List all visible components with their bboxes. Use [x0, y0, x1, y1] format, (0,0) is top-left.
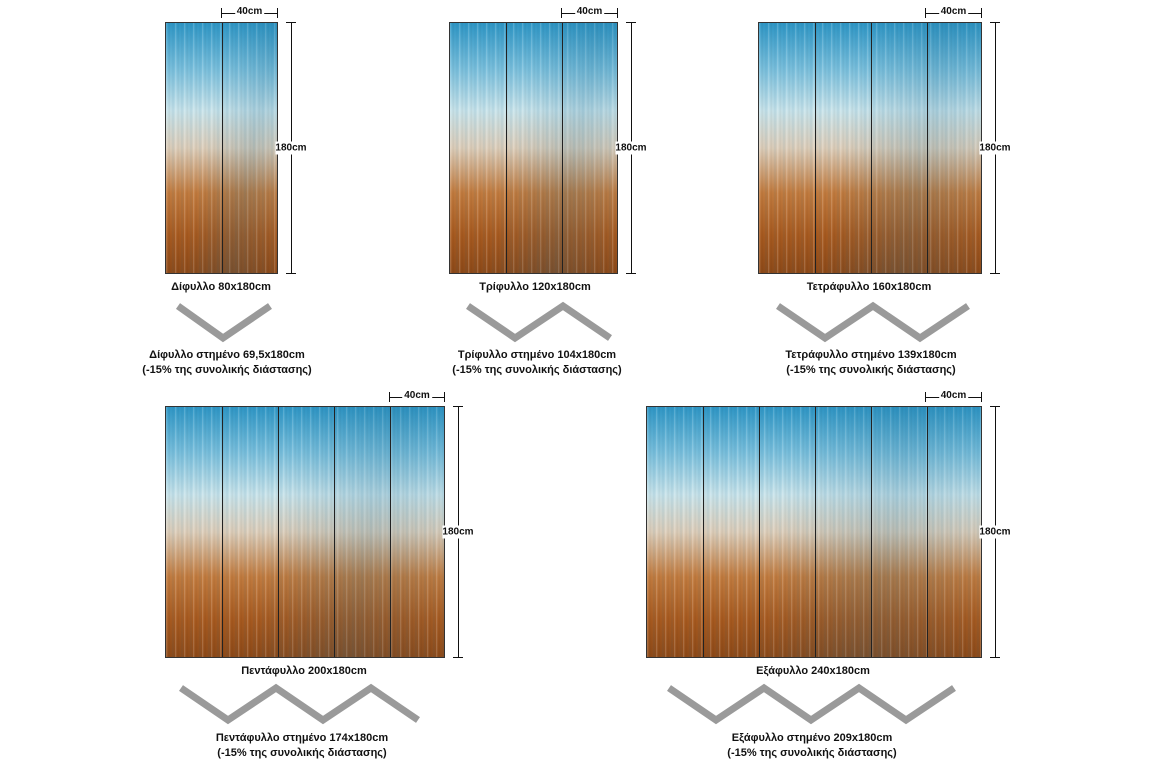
height-label: 180cm: [615, 141, 647, 155]
leaf-divider: [703, 407, 704, 657]
folded-reduction-note: (-15% της συνολικής διάστασης): [786, 364, 956, 376]
folded-reduction-note: (-15% της συνολικής διάστασης): [142, 364, 312, 376]
leaf-divider: [278, 407, 279, 657]
height-label: 180cm: [979, 525, 1011, 539]
height-dimension: 180cm: [615, 22, 647, 274]
leaf-width-label: 40cm: [938, 390, 969, 401]
height-label: 180cm: [442, 525, 474, 539]
leaf-width-label: 40cm: [938, 6, 969, 17]
fold-zigzag-icon: [179, 683, 420, 725]
leaf-divider: [759, 407, 760, 657]
height-dimension: 180cm: [979, 22, 1011, 274]
fold-zigzag-icon: [466, 301, 612, 343]
folded-size-line: Τετράφυλλο στημένο 139x180cm: [785, 349, 957, 361]
leaf-divider: [334, 407, 335, 657]
leaf-width-label: 40cm: [234, 6, 265, 17]
panel-caption: Δίφυλλο 80x180cm: [171, 281, 271, 293]
folded-size-line: Πεντάφυλλο στημένο 174x180cm: [215, 732, 389, 744]
leaf-width-dimension: 40cm: [389, 390, 445, 403]
leaf-divider: [927, 23, 928, 273]
panel-caption: Τετράφυλλο 160x180cm: [806, 281, 932, 293]
folded-size-line: Εξάφυλλο στημένο 209x180cm: [731, 732, 893, 744]
height-label: 180cm: [275, 141, 307, 155]
height-label: 180cm: [979, 141, 1011, 155]
five-leaf-screen-image: [165, 406, 445, 658]
folded-size-text: Πεντάφυλλο στημένο 174x180cm (-15% της σ…: [216, 731, 388, 761]
folded-size-line: Δίφυλλο στημένο 69,5x180cm: [149, 349, 305, 361]
leaf-divider: [871, 23, 872, 273]
fold-zigzag-icon: [667, 683, 956, 725]
leaf-divider: [390, 407, 391, 657]
fold-zigzag-icon: [175, 303, 272, 343]
height-dimension: 180cm: [275, 22, 307, 274]
folded-reduction-note: (-15% της συνολικής διάστασης): [217, 747, 387, 759]
six-leaf-screen-image: [646, 406, 982, 658]
leaf-width-label: 40cm: [402, 390, 432, 401]
leaf-divider: [222, 407, 223, 657]
leaf-width-dimension: 40cm: [221, 6, 278, 19]
folded-size-text: Τρίφυλλο στημένο 104x180cm (-15% της συν…: [452, 348, 621, 378]
two-leaf-screen-image: [165, 22, 278, 274]
three-leaf-screen-image: [449, 22, 618, 274]
folded-size-text: Τετράφυλλο στημένο 139x180cm (-15% της σ…: [785, 348, 956, 378]
leaf-divider: [222, 23, 223, 273]
fold-zigzag-icon: [776, 301, 970, 343]
folded-size-text: Δίφυλλο στημένο 69,5x180cm (-15% της συν…: [142, 348, 311, 378]
leaf-divider: [562, 23, 563, 273]
panel-caption: Τρίφυλλο 120x180cm: [479, 281, 591, 293]
leaf-width-dimension: 40cm: [925, 6, 982, 19]
folded-size-line: Τρίφυλλο στημένο 104x180cm: [457, 349, 617, 361]
folded-size-text: Εξάφυλλο στημένο 209x180cm (-15% της συν…: [727, 731, 896, 761]
panel-caption: Εξάφυλλο 240x180cm: [756, 665, 870, 677]
panel-caption: Πεντάφυλλο 200x180cm: [241, 665, 367, 677]
folded-reduction-note: (-15% της συνολικής διάστασης): [452, 364, 622, 376]
folded-reduction-note: (-15% της συνολικής διάστασης): [727, 747, 897, 759]
height-dimension: 180cm: [979, 406, 1011, 658]
height-dimension: 180cm: [442, 406, 474, 658]
leaf-divider: [871, 407, 872, 657]
leaf-divider: [506, 23, 507, 273]
leaf-divider: [815, 407, 816, 657]
leaf-divider: [927, 407, 928, 657]
leaf-width-label: 40cm: [574, 6, 605, 17]
four-leaf-screen-image: [758, 22, 982, 274]
leaf-width-dimension: 40cm: [561, 6, 618, 19]
leaf-width-dimension: 40cm: [925, 390, 982, 403]
leaf-divider: [815, 23, 816, 273]
